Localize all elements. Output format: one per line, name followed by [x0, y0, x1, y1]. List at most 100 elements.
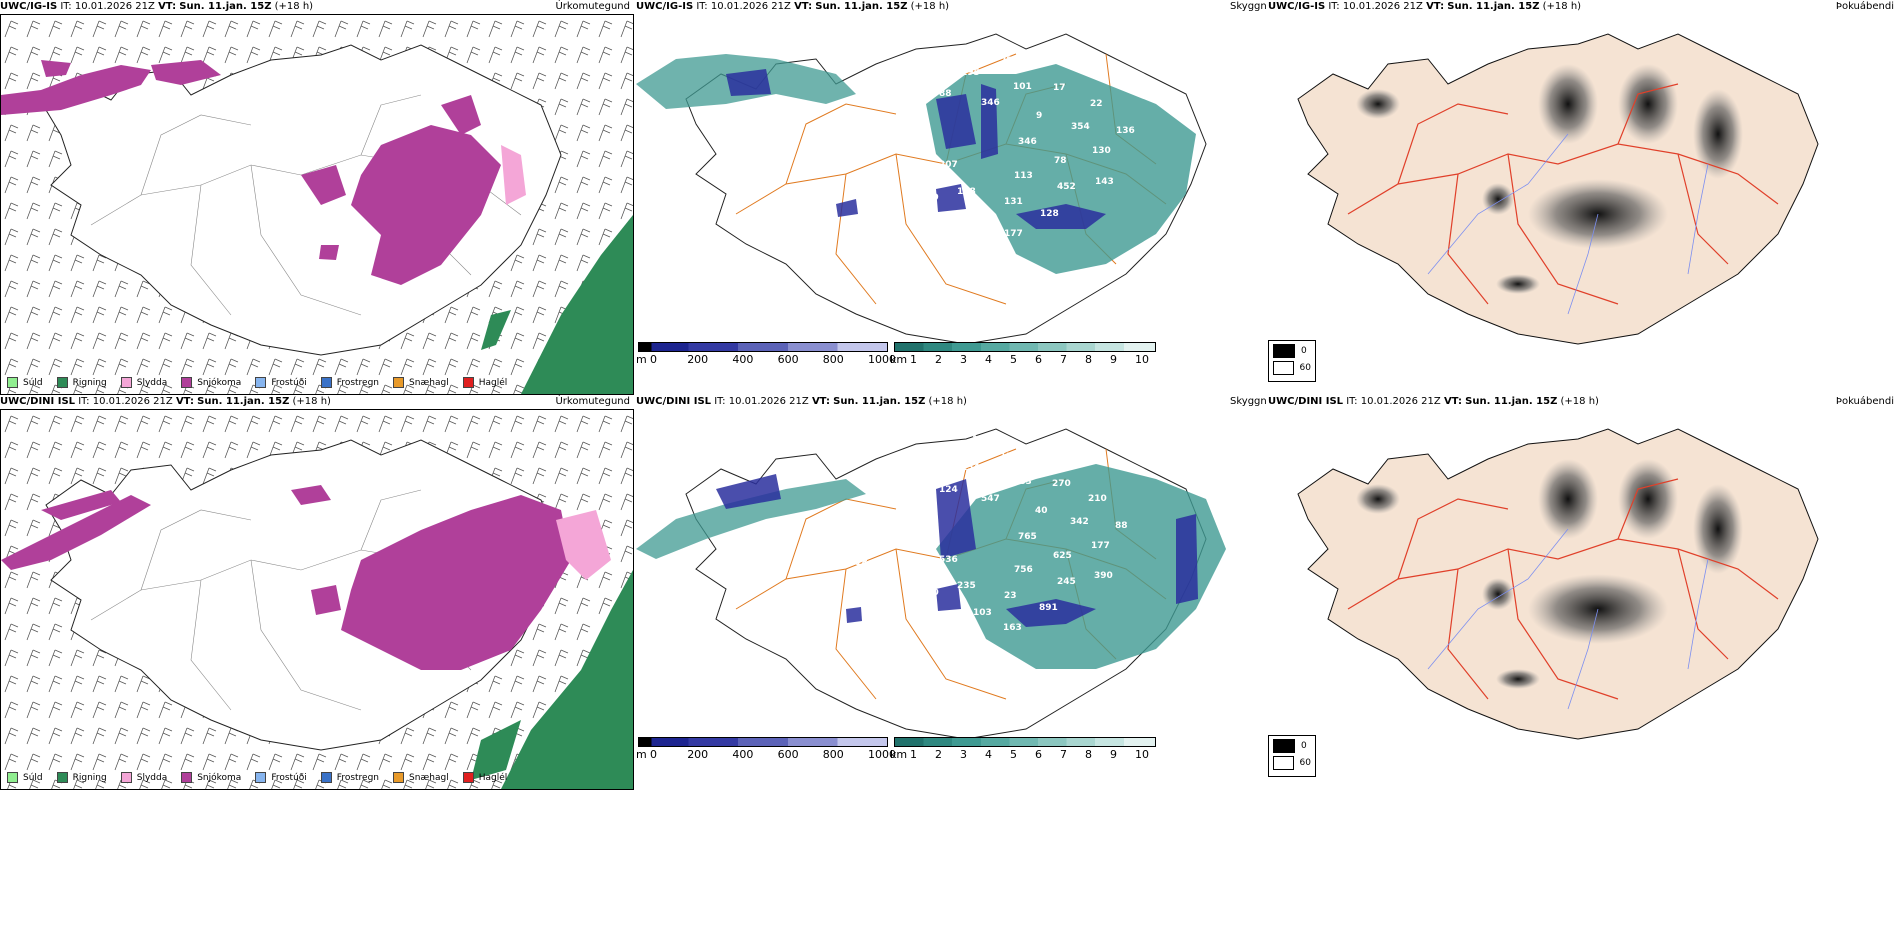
precip-area-rain — [481, 310, 511, 350]
cloud-area — [936, 94, 976, 149]
colorbar-km-tick: 1 — [910, 353, 917, 366]
colorbar-m-tick: 400 — [732, 353, 754, 366]
legend-swatch — [320, 377, 332, 388]
legend-swatch — [462, 377, 474, 388]
cloud-base-label: 23 — [1004, 591, 1017, 601]
precip-area-snow — [311, 585, 341, 615]
cloud-area — [846, 607, 862, 623]
cloud-base-label: 138 — [910, 129, 929, 139]
colorbar-m-tick: 400 — [732, 748, 754, 761]
precip-area-snow — [291, 485, 331, 505]
precip-area-rain — [501, 570, 633, 789]
colorbar-m-ticks: m 0 200 400 600 800 1000 — [636, 352, 896, 366]
vt-value: Sun. 11.jan. 15Z — [179, 1, 272, 12]
cloud-base-label: 17 — [1053, 83, 1066, 93]
it-value: 10.01.2026 21Z — [74, 1, 155, 12]
it-label: IT: — [714, 396, 726, 407]
cloud-base-label: 251 — [898, 555, 917, 565]
cloud-base-label: 151 — [973, 213, 992, 223]
cloud-base-label: 88 — [863, 81, 876, 91]
cloud-area — [1176, 514, 1198, 604]
colorbar-km-tick: 10 — [1135, 748, 1149, 761]
panel-header: UWC/IG-IS IT: 10.01.2026 21Z VT: Sun. 11… — [636, 0, 949, 13]
fog-legend: 0 60 — [1268, 735, 1316, 777]
precip-area-snow — [1, 495, 151, 570]
legend-label: Snæhagl — [409, 772, 449, 783]
it-label: IT: — [1328, 1, 1340, 12]
colorbar-km-unit: km — [890, 748, 908, 761]
fog-legend: 0 60 — [1268, 340, 1316, 382]
panel-title-cloud: Skyggni — [1230, 1, 1266, 12]
cloud-base-label: 88 — [939, 89, 952, 99]
it-label: IT: — [60, 1, 72, 12]
lead-time: (+18 h) — [928, 396, 967, 407]
fog-legend-item: 0 — [1273, 739, 1311, 753]
cloud-base-label: 346 — [1018, 137, 1037, 147]
cloud-base-labels: 346 207 346 113 138 9 118 88 78 73 101 131 247 354 559… — [847, 54, 1135, 239]
cloud-base-label: 177 — [1004, 229, 1023, 239]
precip-area-sleet — [501, 145, 526, 205]
legend-label: Slydda — [136, 377, 168, 388]
vt-label: VT: — [158, 1, 177, 12]
precip-map: Súld Rigning Slydda Snjókoma Frostúði Frostre… — [0, 14, 634, 395]
colorbar-km-tick: 10 — [1135, 353, 1149, 366]
precip-areas — [1, 485, 633, 789]
lead-time: (+18 h) — [292, 396, 331, 407]
legend-item-snæhagl: Snæhagl — [393, 772, 449, 783]
colorbar-km-tick: 5 — [1010, 748, 1017, 761]
legend-label: Frostúði — [271, 772, 307, 783]
legend-swatch — [56, 772, 68, 783]
cloud-base-label: 145 — [880, 185, 899, 195]
panel-title-precip: Úrkomutegund — [555, 396, 630, 407]
model-name: UWC/DINI ISL — [636, 396, 712, 407]
cloud-base-label: 137 — [881, 579, 900, 589]
cloud-base-label: 245 — [1057, 577, 1076, 587]
colorbar-km-tick: 2 — [935, 748, 942, 761]
cloud-base-label: 159 — [930, 613, 949, 623]
cloud-base-label: 247 — [894, 105, 913, 115]
cloud-base-label: 88 — [1115, 521, 1128, 531]
cloud-area — [981, 84, 998, 159]
colorbar-m-tick: 800 — [822, 748, 844, 761]
panel-header: UWC/DINI ISL IT: 10.01.2026 21Z VT: Sun.… — [1268, 395, 1599, 408]
cloud-base-label: 318 — [849, 558, 868, 568]
vt-label: VT: — [794, 1, 813, 12]
legend-swatch — [181, 772, 193, 783]
colorbar-m-ramp — [638, 737, 888, 747]
colorbar-km-tick: 3 — [960, 748, 967, 761]
cloud-area — [936, 584, 961, 611]
cloud-base-label: 250 — [929, 450, 948, 460]
precip-area-sleet — [556, 510, 611, 580]
it-value: 10.01.2026 21Z — [92, 396, 173, 407]
cloud-areas — [636, 54, 1196, 274]
colorbar-km-unit: km — [890, 353, 908, 366]
fog-legend-swatch — [1273, 739, 1295, 753]
panel-title-dew: Þokuábendi — [1835, 1, 1894, 12]
colorbar-km-tick: 4 — [985, 748, 992, 761]
it-label: IT: — [78, 396, 90, 407]
cloud-base-label: 7 — [847, 163, 853, 173]
colorbar-km-tick: 8 — [1085, 748, 1092, 761]
colorbar-m: m 0 200 400 600 800 1000 — [636, 737, 896, 761]
colorbar-km-ramp — [894, 342, 1156, 352]
legend-label: Haglél — [478, 377, 508, 388]
legend-item-súld: Súld — [7, 772, 43, 783]
cloud-base-label: 22 — [1090, 99, 1103, 109]
it-value: 10.01.2026 21Z — [1342, 1, 1423, 12]
colorbar-km-tick: 5 — [1010, 353, 1017, 366]
legend-label: Slydda — [136, 772, 168, 783]
legend-item-rigning: Rigning — [56, 377, 107, 388]
legend-swatch — [7, 377, 18, 388]
vt-label: VT: — [175, 396, 194, 407]
legend-item-haglél: Haglél — [462, 772, 507, 783]
precip-panel: UWC/DINI ISL IT: 10.01.2026 21Z VT: Sun.… — [0, 395, 635, 790]
legend-item-rigning: Rigning — [56, 772, 107, 783]
fog-panel: UWC/DINI ISL IT: 10.01.2026 21Z VT: Sun.… — [1268, 395, 1900, 790]
precip-area-snow — [351, 125, 501, 285]
legend-swatch — [120, 377, 132, 388]
legend-swatch — [320, 772, 332, 783]
cloud-base-label: 547 — [981, 494, 1000, 504]
cloud-base-label: 977 — [902, 474, 921, 484]
legend-label: Súld — [23, 772, 43, 783]
cloud-base-label: 131 — [1004, 197, 1023, 207]
